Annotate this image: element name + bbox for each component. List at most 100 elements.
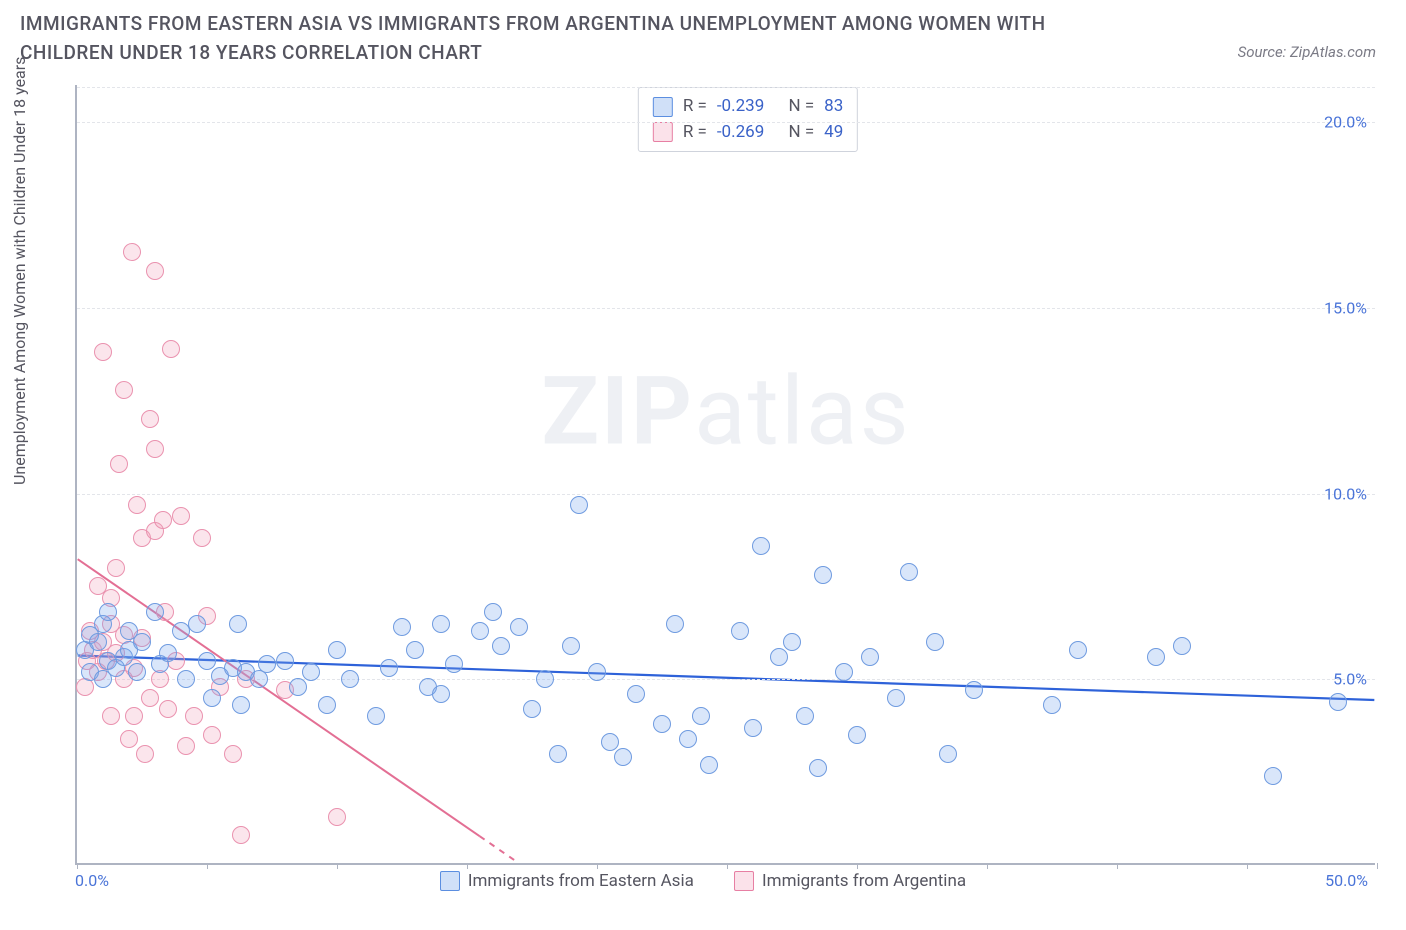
data-point: [653, 715, 671, 733]
data-point: [302, 663, 320, 681]
r-label: R =: [683, 94, 707, 120]
data-point: [123, 243, 141, 261]
data-point: [835, 663, 853, 681]
data-point: [492, 637, 510, 655]
n-value-blue: 83: [824, 94, 843, 120]
data-point: [125, 707, 143, 725]
data-point: [601, 733, 619, 751]
data-point: [159, 644, 177, 662]
data-point: [276, 652, 294, 670]
x-tick-mark: [987, 863, 988, 869]
data-point: [133, 633, 151, 651]
data-point: [146, 262, 164, 280]
data-point: [146, 603, 164, 621]
y-tick-label: 10.0%: [1324, 484, 1367, 503]
data-point: [1069, 641, 1087, 659]
data-point: [887, 689, 905, 707]
data-point: [232, 696, 250, 714]
data-point: [232, 826, 250, 844]
n-label: N =: [788, 120, 814, 146]
data-point: [258, 655, 276, 673]
data-point: [229, 615, 247, 633]
stats-legend: R = -0.239 N = 83 R = -0.269 N = 49: [638, 87, 858, 152]
swatch-blue-icon: [653, 97, 673, 117]
legend-label-blue: Immigrants from Eastern Asia: [468, 871, 694, 891]
data-point: [393, 618, 411, 636]
data-point: [627, 685, 645, 703]
data-point: [900, 563, 918, 581]
data-point: [752, 537, 770, 555]
data-point: [380, 659, 398, 677]
n-label: N =: [788, 94, 814, 120]
x-tick-mark: [727, 863, 728, 869]
data-point: [94, 343, 112, 361]
x-tick-mark: [597, 863, 598, 869]
data-point: [159, 700, 177, 718]
data-point: [471, 622, 489, 640]
data-point: [770, 648, 788, 666]
data-point: [185, 707, 203, 725]
data-point: [549, 745, 567, 763]
data-point: [172, 507, 190, 525]
stats-row-pink: R = -0.269 N = 49: [653, 120, 843, 146]
r-label: R =: [683, 120, 707, 146]
data-point: [203, 726, 221, 744]
watermark: ZIPatlas: [541, 356, 910, 467]
data-point: [136, 745, 154, 763]
y-tick-label: 5.0%: [1333, 670, 1367, 689]
data-point: [1264, 767, 1282, 785]
data-point: [1173, 637, 1191, 655]
data-point: [162, 340, 180, 358]
data-point: [188, 615, 206, 633]
data-point: [128, 496, 146, 514]
data-point: [203, 689, 221, 707]
data-point: [177, 670, 195, 688]
gridline: [77, 87, 1375, 88]
data-point: [341, 670, 359, 688]
x-tick-mark: [1117, 863, 1118, 869]
trend-lines: [77, 85, 1375, 863]
series-legend: Immigrants from Eastern Asia Immigrants …: [20, 871, 1386, 896]
data-point: [700, 756, 718, 774]
data-point: [406, 641, 424, 659]
data-point: [523, 700, 541, 718]
data-point: [965, 681, 983, 699]
data-point: [1147, 648, 1165, 666]
data-point: [224, 745, 242, 763]
data-point: [367, 707, 385, 725]
data-point: [614, 748, 632, 766]
y-tick-label: 20.0%: [1324, 113, 1367, 132]
x-tick-mark: [1377, 863, 1378, 869]
gridline: [77, 122, 1375, 123]
data-point: [510, 618, 528, 636]
gridline: [77, 308, 1375, 309]
data-point: [692, 707, 710, 725]
x-tick-mark: [77, 863, 78, 869]
data-point: [89, 633, 107, 651]
data-point: [198, 652, 216, 670]
data-point: [848, 726, 866, 744]
n-value-pink: 49: [824, 120, 843, 146]
data-point: [562, 637, 580, 655]
data-point: [861, 648, 879, 666]
data-point: [809, 759, 827, 777]
data-point: [154, 511, 172, 529]
data-point: [796, 707, 814, 725]
data-point: [120, 730, 138, 748]
data-point: [115, 381, 133, 399]
chart-container: Unemployment Among Women with Children U…: [20, 85, 1386, 905]
data-point: [484, 603, 502, 621]
x-tick-mark: [857, 863, 858, 869]
data-point: [744, 719, 762, 737]
gridline: [77, 679, 1375, 680]
data-point: [432, 685, 450, 703]
data-point: [328, 808, 346, 826]
data-point: [141, 410, 159, 428]
data-point: [107, 559, 125, 577]
plot-area: ZIPatlas R = -0.239 N = 83 R = -0.269 N …: [75, 85, 1375, 865]
data-point: [432, 615, 450, 633]
data-point: [318, 696, 336, 714]
y-tick-label: 15.0%: [1324, 298, 1367, 317]
x-tick-mark: [337, 863, 338, 869]
source-label: Source: ZipAtlas.com: [1238, 43, 1386, 67]
